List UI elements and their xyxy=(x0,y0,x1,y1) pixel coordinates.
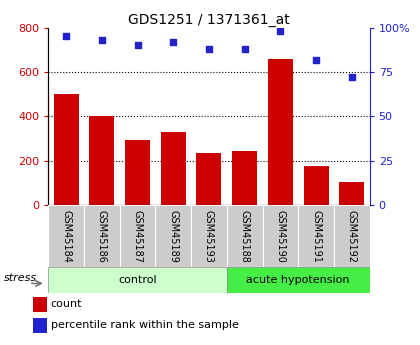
Text: GSM45187: GSM45187 xyxy=(133,210,142,263)
Bar xyxy=(298,205,334,267)
Bar xyxy=(33,297,47,312)
Point xyxy=(277,28,284,34)
Bar xyxy=(120,205,155,267)
Bar xyxy=(191,205,227,267)
Text: GSM45189: GSM45189 xyxy=(168,210,178,263)
Point xyxy=(206,46,212,52)
Bar xyxy=(268,59,293,205)
Point xyxy=(98,37,105,43)
Text: percentile rank within the sample: percentile rank within the sample xyxy=(51,320,239,330)
Point xyxy=(349,75,355,80)
Text: GSM45190: GSM45190 xyxy=(276,210,285,263)
Bar xyxy=(161,132,186,205)
Point xyxy=(312,57,319,62)
Bar xyxy=(262,205,298,267)
Text: GSM45188: GSM45188 xyxy=(240,210,249,263)
Text: GSM45186: GSM45186 xyxy=(97,210,107,263)
Text: GSM45184: GSM45184 xyxy=(61,210,71,263)
Point xyxy=(170,39,177,45)
Bar xyxy=(232,151,257,205)
Text: GSM45193: GSM45193 xyxy=(204,210,214,263)
Bar xyxy=(334,205,370,267)
Bar xyxy=(54,94,79,205)
Point xyxy=(134,43,141,48)
Bar xyxy=(33,318,47,333)
Bar xyxy=(155,205,191,267)
Bar xyxy=(197,153,221,205)
Bar xyxy=(48,205,84,267)
Bar xyxy=(89,117,114,205)
Point xyxy=(63,34,70,39)
Bar xyxy=(227,267,370,293)
Bar xyxy=(227,205,262,267)
Text: control: control xyxy=(118,275,157,285)
Point xyxy=(241,46,248,52)
Bar xyxy=(339,182,364,205)
Text: acute hypotension: acute hypotension xyxy=(247,275,350,285)
Text: count: count xyxy=(51,299,82,309)
Bar xyxy=(48,267,227,293)
Text: GSM45192: GSM45192 xyxy=(347,210,357,263)
Text: stress: stress xyxy=(4,273,37,283)
Bar xyxy=(125,140,150,205)
Bar xyxy=(304,166,328,205)
Title: GDS1251 / 1371361_at: GDS1251 / 1371361_at xyxy=(128,12,290,27)
Bar xyxy=(84,205,120,267)
Text: GSM45191: GSM45191 xyxy=(311,210,321,263)
